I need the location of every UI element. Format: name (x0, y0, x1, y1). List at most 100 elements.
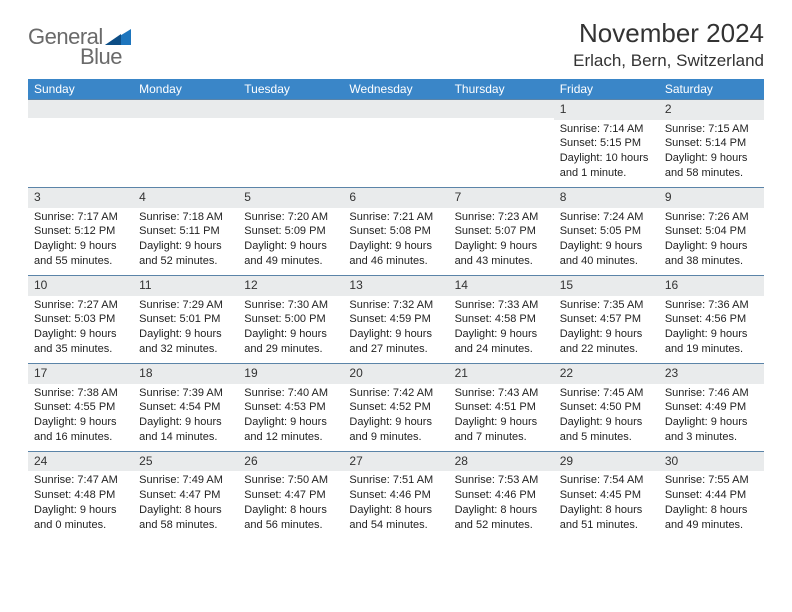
daylight-text: and 46 minutes. (349, 254, 442, 269)
weekday-header: Friday (554, 79, 659, 99)
day-number: 17 (28, 364, 133, 384)
day-number: 26 (238, 452, 343, 472)
daylight-text: Daylight: 9 hours (34, 415, 127, 430)
daylight-text: and 32 minutes. (139, 342, 232, 357)
day-cell (238, 100, 343, 187)
sunrise-text: Sunrise: 7:23 AM (455, 210, 548, 225)
day-number: 2 (659, 100, 764, 120)
day-cell: 12Sunrise: 7:30 AMSunset: 5:00 PMDayligh… (238, 276, 343, 363)
daylight-text: and 24 minutes. (455, 342, 548, 357)
daylight-text: Daylight: 9 hours (349, 239, 442, 254)
daylight-text: and 52 minutes. (139, 254, 232, 269)
day-number: 16 (659, 276, 764, 296)
day-cell: 5Sunrise: 7:20 AMSunset: 5:09 PMDaylight… (238, 188, 343, 275)
day-number: 5 (238, 188, 343, 208)
day-details: Sunrise: 7:40 AMSunset: 4:53 PMDaylight:… (238, 384, 343, 451)
day-number: 18 (133, 364, 238, 384)
sunrise-text: Sunrise: 7:54 AM (560, 473, 653, 488)
daylight-text: and 35 minutes. (34, 342, 127, 357)
sunrise-text: Sunrise: 7:49 AM (139, 473, 232, 488)
day-details: Sunrise: 7:29 AMSunset: 5:01 PMDaylight:… (133, 296, 238, 363)
daylight-text: Daylight: 9 hours (34, 503, 127, 518)
day-details: Sunrise: 7:15 AMSunset: 5:14 PMDaylight:… (659, 120, 764, 187)
day-number: 7 (449, 188, 554, 208)
daylight-text: Daylight: 8 hours (665, 503, 758, 518)
daylight-text: Daylight: 9 hours (34, 239, 127, 254)
sunset-text: Sunset: 5:01 PM (139, 312, 232, 327)
day-number (28, 100, 133, 118)
weekday-header: Monday (133, 79, 238, 99)
week-row: 3Sunrise: 7:17 AMSunset: 5:12 PMDaylight… (28, 187, 764, 275)
day-details: Sunrise: 7:51 AMSunset: 4:46 PMDaylight:… (343, 471, 448, 538)
daylight-text: Daylight: 10 hours (560, 151, 653, 166)
sunset-text: Sunset: 4:54 PM (139, 400, 232, 415)
day-cell: 30Sunrise: 7:55 AMSunset: 4:44 PMDayligh… (659, 452, 764, 539)
sunrise-text: Sunrise: 7:26 AM (665, 210, 758, 225)
sunrise-text: Sunrise: 7:32 AM (349, 298, 442, 313)
day-cell: 6Sunrise: 7:21 AMSunset: 5:08 PMDaylight… (343, 188, 448, 275)
day-details: Sunrise: 7:35 AMSunset: 4:57 PMDaylight:… (554, 296, 659, 363)
sunset-text: Sunset: 4:56 PM (665, 312, 758, 327)
day-cell: 19Sunrise: 7:40 AMSunset: 4:53 PMDayligh… (238, 364, 343, 451)
sunrise-text: Sunrise: 7:30 AM (244, 298, 337, 313)
sunrise-text: Sunrise: 7:53 AM (455, 473, 548, 488)
calendar-page: GeneralBlue November 2024 Erlach, Bern, … (0, 0, 792, 557)
day-details: Sunrise: 7:17 AMSunset: 5:12 PMDaylight:… (28, 208, 133, 275)
sunrise-text: Sunrise: 7:21 AM (349, 210, 442, 225)
sunset-text: Sunset: 4:52 PM (349, 400, 442, 415)
daylight-text: Daylight: 8 hours (139, 503, 232, 518)
day-details: Sunrise: 7:24 AMSunset: 5:05 PMDaylight:… (554, 208, 659, 275)
day-details: Sunrise: 7:14 AMSunset: 5:15 PMDaylight:… (554, 120, 659, 187)
weeks-container: 1Sunrise: 7:14 AMSunset: 5:15 PMDaylight… (28, 99, 764, 539)
sunrise-text: Sunrise: 7:45 AM (560, 386, 653, 401)
day-details: Sunrise: 7:43 AMSunset: 4:51 PMDaylight:… (449, 384, 554, 451)
day-cell: 9Sunrise: 7:26 AMSunset: 5:04 PMDaylight… (659, 188, 764, 275)
day-details: Sunrise: 7:54 AMSunset: 4:45 PMDaylight:… (554, 471, 659, 538)
sunset-text: Sunset: 4:53 PM (244, 400, 337, 415)
day-cell: 27Sunrise: 7:51 AMSunset: 4:46 PMDayligh… (343, 452, 448, 539)
sunrise-text: Sunrise: 7:50 AM (244, 473, 337, 488)
daylight-text: and 40 minutes. (560, 254, 653, 269)
day-cell: 1Sunrise: 7:14 AMSunset: 5:15 PMDaylight… (554, 100, 659, 187)
sunset-text: Sunset: 4:48 PM (34, 488, 127, 503)
day-details: Sunrise: 7:39 AMSunset: 4:54 PMDaylight:… (133, 384, 238, 451)
daylight-text: Daylight: 9 hours (244, 239, 337, 254)
daylight-text: and 7 minutes. (455, 430, 548, 445)
day-details: Sunrise: 7:30 AMSunset: 5:00 PMDaylight:… (238, 296, 343, 363)
sunrise-text: Sunrise: 7:33 AM (455, 298, 548, 313)
daylight-text: and 5 minutes. (560, 430, 653, 445)
sunrise-text: Sunrise: 7:17 AM (34, 210, 127, 225)
day-number: 15 (554, 276, 659, 296)
day-cell: 4Sunrise: 7:18 AMSunset: 5:11 PMDaylight… (133, 188, 238, 275)
day-number: 29 (554, 452, 659, 472)
daylight-text: Daylight: 9 hours (665, 327, 758, 342)
day-number: 23 (659, 364, 764, 384)
daylight-text: Daylight: 9 hours (34, 327, 127, 342)
day-details: Sunrise: 7:38 AMSunset: 4:55 PMDaylight:… (28, 384, 133, 451)
daylight-text: Daylight: 9 hours (244, 327, 337, 342)
day-number: 6 (343, 188, 448, 208)
daylight-text: Daylight: 9 hours (560, 415, 653, 430)
daylight-text: Daylight: 9 hours (455, 327, 548, 342)
day-number: 8 (554, 188, 659, 208)
sunrise-text: Sunrise: 7:39 AM (139, 386, 232, 401)
day-cell: 26Sunrise: 7:50 AMSunset: 4:47 PMDayligh… (238, 452, 343, 539)
sunset-text: Sunset: 4:59 PM (349, 312, 442, 327)
day-details: Sunrise: 7:21 AMSunset: 5:08 PMDaylight:… (343, 208, 448, 275)
sunset-text: Sunset: 4:47 PM (244, 488, 337, 503)
calendar-grid: SundayMondayTuesdayWednesdayThursdayFrid… (28, 79, 764, 539)
daylight-text: and 49 minutes. (665, 518, 758, 533)
daylight-text: Daylight: 9 hours (244, 415, 337, 430)
sunrise-text: Sunrise: 7:20 AM (244, 210, 337, 225)
daylight-text: and 0 minutes. (34, 518, 127, 533)
day-number: 30 (659, 452, 764, 472)
day-details: Sunrise: 7:18 AMSunset: 5:11 PMDaylight:… (133, 208, 238, 275)
day-number: 24 (28, 452, 133, 472)
sunset-text: Sunset: 4:57 PM (560, 312, 653, 327)
sunset-text: Sunset: 5:00 PM (244, 312, 337, 327)
daylight-text: and 14 minutes. (139, 430, 232, 445)
day-cell: 15Sunrise: 7:35 AMSunset: 4:57 PMDayligh… (554, 276, 659, 363)
sunrise-text: Sunrise: 7:15 AM (665, 122, 758, 137)
daylight-text: and 1 minute. (560, 166, 653, 181)
day-cell: 8Sunrise: 7:24 AMSunset: 5:05 PMDaylight… (554, 188, 659, 275)
